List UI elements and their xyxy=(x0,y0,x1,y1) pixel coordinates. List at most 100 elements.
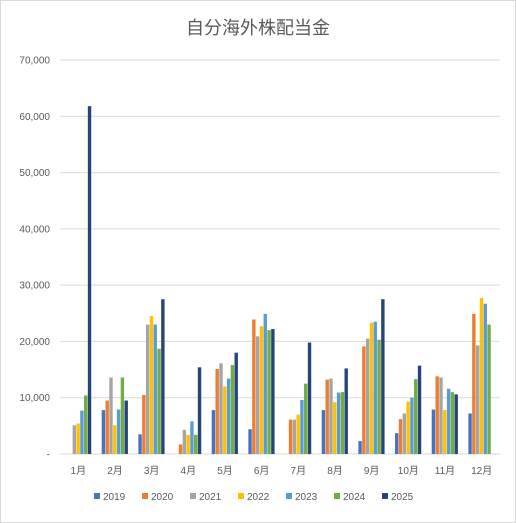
x-tick-label: 8月 xyxy=(327,465,343,477)
bar-2020-10 xyxy=(435,376,439,454)
legend-swatch-2022 xyxy=(238,493,244,499)
bar-2025-3 xyxy=(197,367,202,454)
legend-label-2025: 2025 xyxy=(391,492,414,503)
x-tick-label: 12月 xyxy=(471,465,492,477)
legend-swatch-2019 xyxy=(94,493,100,499)
bar-2024-4 xyxy=(230,365,235,454)
bar-2020-4 xyxy=(215,369,219,454)
x-tick-label: 9月 xyxy=(364,465,380,477)
bar-2022-2 xyxy=(149,316,154,454)
legend-swatch-2024 xyxy=(334,493,340,499)
bar-2021-2 xyxy=(145,324,150,454)
bar-2021-10 xyxy=(439,377,443,454)
bar-2023-4 xyxy=(226,378,231,454)
bar-2019-8 xyxy=(358,441,362,454)
bar-2021-1 xyxy=(109,377,113,454)
x-tick-label: 1月 xyxy=(71,465,87,477)
bar-2020-8 xyxy=(362,346,366,454)
legend-swatch-2023 xyxy=(286,493,292,499)
bar-2025-10 xyxy=(454,394,458,454)
bar-2024-9 xyxy=(414,379,418,454)
bar-2019-11 xyxy=(468,413,472,454)
bar-2021-11 xyxy=(475,345,480,454)
bar-2023-1 xyxy=(116,409,121,454)
bar-2021-3 xyxy=(182,429,187,454)
bar-2020-9 xyxy=(398,419,403,454)
bar-2025-9 xyxy=(417,365,422,454)
bar-2019-1 xyxy=(101,410,106,454)
y-tick-label: 10,000 xyxy=(19,393,50,404)
x-tick-label: 5月 xyxy=(217,465,233,477)
x-tick-label: 10月 xyxy=(398,465,419,477)
bar-2023-2 xyxy=(153,324,157,454)
bar-2024-11 xyxy=(487,324,491,454)
legend-swatch-2020 xyxy=(142,493,148,499)
bar-2019-4 xyxy=(211,410,216,454)
bar-2023-8 xyxy=(373,321,377,454)
bar-2019-7 xyxy=(321,410,326,454)
bar-2022-3 xyxy=(186,434,190,454)
bar-2020-6 xyxy=(288,419,293,454)
bar-2021-4 xyxy=(219,363,223,454)
bar-2020-1 xyxy=(105,400,109,454)
bar-2021-5 xyxy=(255,336,260,454)
bar-2022-5 xyxy=(259,326,264,454)
x-tick-label: 11月 xyxy=(435,465,455,477)
bar-2025-5 xyxy=(271,329,275,454)
bar-2022-0 xyxy=(76,423,80,454)
bar-2020-7 xyxy=(325,379,329,454)
y-tick-label: - xyxy=(47,450,50,461)
legend-label-2019: 2019 xyxy=(103,492,126,503)
bar-2021-6 xyxy=(292,419,297,454)
bar-2020-5 xyxy=(252,319,256,454)
y-tick-label: 40,000 xyxy=(19,224,50,235)
bar-2025-0 xyxy=(87,106,92,455)
bar-2021-8 xyxy=(365,338,370,454)
bar-2025-7 xyxy=(344,368,348,454)
bar-2025-2 xyxy=(161,299,165,454)
x-tick-label: 2月 xyxy=(107,465,123,477)
y-tick-label: 20,000 xyxy=(19,337,50,348)
y-tick-label: 70,000 xyxy=(19,56,50,67)
bar-2024-10 xyxy=(450,392,455,454)
legend-label-2023: 2023 xyxy=(295,492,318,503)
bar-2024-8 xyxy=(377,339,381,454)
bar-2024-0 xyxy=(84,395,88,454)
bar-2021-0 xyxy=(72,425,77,454)
bar-2022-7 xyxy=(333,402,337,454)
bar-2023-10 xyxy=(446,388,451,454)
bar-2023-3 xyxy=(190,421,194,454)
bar-2023-6 xyxy=(300,399,304,454)
y-tick-label: 30,000 xyxy=(19,281,50,292)
chart-title: 自分海外株配当金 xyxy=(186,18,330,39)
bar-2022-8 xyxy=(369,322,374,454)
bar-2021-9 xyxy=(402,413,407,454)
bar-2023-5 xyxy=(263,313,267,454)
bar-2023-0 xyxy=(80,410,84,454)
bar-2020-2 xyxy=(142,394,146,454)
bar-2019-2 xyxy=(138,434,142,454)
bar-2022-11 xyxy=(479,298,484,454)
bar-2024-5 xyxy=(267,330,271,454)
bar-2025-8 xyxy=(381,299,385,454)
bar-2023-7 xyxy=(336,392,341,454)
bar-2022-9 xyxy=(406,401,410,454)
legend-swatch-2025 xyxy=(382,493,388,499)
bar-2025-1 xyxy=(124,400,128,454)
bar-2022-10 xyxy=(443,410,447,454)
bar-2021-7 xyxy=(329,378,333,454)
bar-2019-5 xyxy=(248,429,252,454)
x-tick-label: 4月 xyxy=(181,465,197,477)
legend-label-2024: 2024 xyxy=(343,492,366,503)
bar-2019-10 xyxy=(431,409,436,454)
bar-2025-6 xyxy=(307,342,312,454)
bar-2023-11 xyxy=(483,303,487,454)
bar-2024-7 xyxy=(340,392,345,454)
legend-label-2021: 2021 xyxy=(199,492,222,503)
y-tick-label: 50,000 xyxy=(19,168,50,179)
legend-label-2020: 2020 xyxy=(151,492,174,503)
bar-2024-3 xyxy=(194,434,198,454)
bar-2023-9 xyxy=(410,397,414,454)
bar-2020-11 xyxy=(472,313,476,454)
